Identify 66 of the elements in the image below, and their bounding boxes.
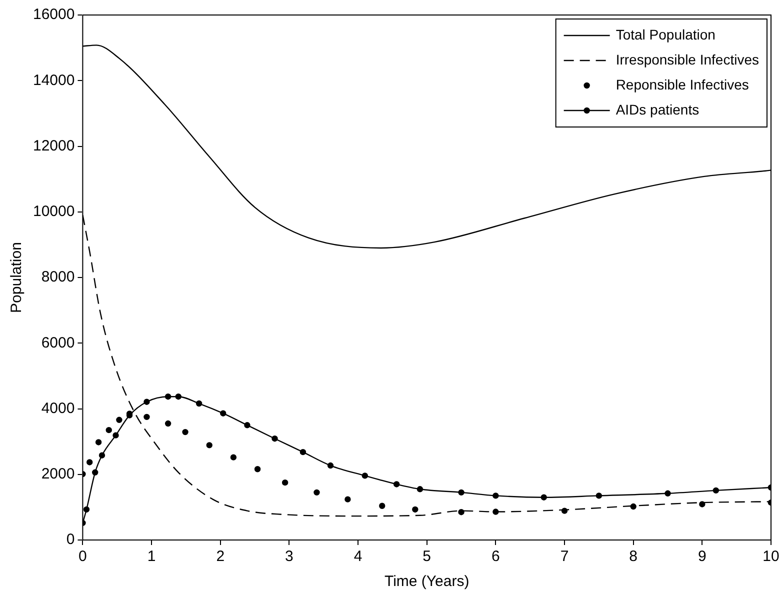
point: [314, 489, 320, 496]
point: [712, 487, 720, 494]
point: [98, 452, 106, 458]
point: [144, 414, 150, 420]
point: [164, 420, 172, 427]
point: [362, 472, 368, 479]
point: [244, 422, 250, 428]
y-axis-title: Population: [8, 242, 26, 313]
y-tick-label: 16000: [32, 6, 75, 24]
point: [379, 502, 386, 509]
point: [300, 448, 306, 456]
x-tick-label: 3: [285, 548, 294, 566]
x-tick-label: 6: [492, 548, 500, 566]
point: [282, 479, 288, 486]
point: [492, 492, 499, 499]
y-tick-label: 0: [66, 531, 75, 548]
point: [416, 486, 424, 492]
legend-label: Reponsible Infectives: [616, 76, 749, 92]
legend-label: Irresponsible Infectives: [616, 51, 760, 68]
point: [540, 494, 547, 500]
x-tick-label: 1: [147, 548, 156, 566]
y-tick-label: 4000: [41, 400, 75, 417]
point: [327, 462, 334, 469]
x-axis-title: Time (Years): [384, 573, 470, 590]
x-tick-label: 2: [216, 548, 225, 566]
point: [112, 432, 119, 438]
x-tick-label: 5: [422, 548, 432, 566]
point: [458, 489, 464, 496]
x-tick-label: 10: [762, 548, 780, 566]
point: [196, 400, 202, 407]
point: [144, 398, 150, 405]
point: [596, 492, 602, 499]
y-tick-label: 2000: [41, 466, 75, 483]
x-tick-label: 4: [354, 548, 362, 566]
x-tick-label: 7: [560, 548, 569, 566]
y-tick-label: 8000: [41, 268, 75, 286]
y-tick-label: 10000: [32, 203, 75, 220]
point: [393, 481, 400, 488]
point: [206, 442, 212, 448]
legend-label: AIDs patients: [616, 101, 700, 118]
point: [95, 439, 102, 446]
point: [412, 506, 418, 513]
point: [230, 454, 237, 460]
point: [458, 509, 464, 516]
x-tick-label: 9: [698, 548, 706, 566]
point: [630, 503, 636, 510]
point: [344, 496, 351, 502]
point: [664, 490, 671, 497]
point: [272, 436, 278, 442]
y-tick-label: 6000: [41, 334, 75, 352]
point: [106, 426, 112, 434]
x-tick-label: 0: [78, 548, 87, 566]
legend-label: Total Population: [616, 26, 716, 42]
y-tick-label: 14000: [32, 72, 75, 89]
point: [254, 466, 261, 472]
point: [182, 428, 188, 436]
point: [92, 469, 98, 476]
point: [699, 501, 706, 508]
y-tick-label: 12000: [32, 137, 75, 154]
x-tick-label: 8: [629, 548, 638, 566]
point: [175, 394, 182, 400]
point: [164, 394, 172, 400]
point: [86, 459, 93, 466]
point: [116, 416, 122, 424]
point: [83, 506, 90, 513]
point: [220, 410, 226, 416]
